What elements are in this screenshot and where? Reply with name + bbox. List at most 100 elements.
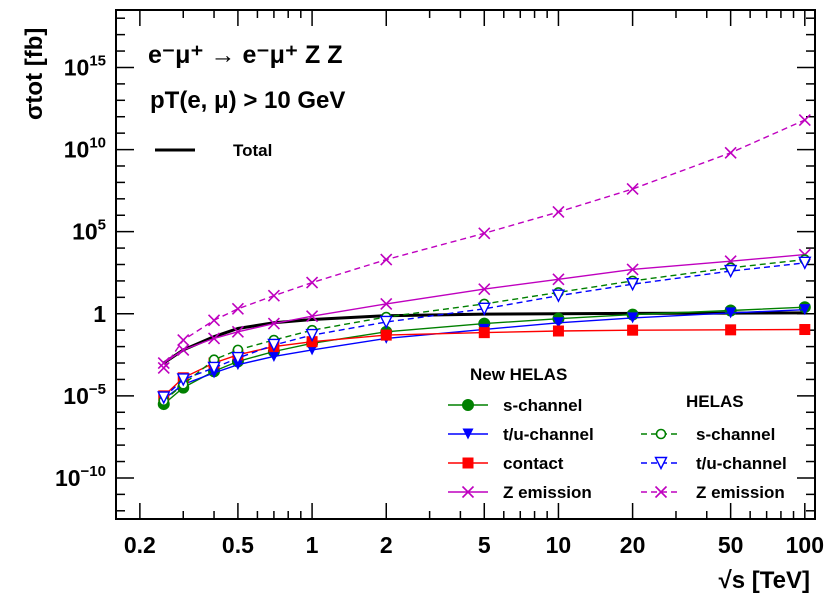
legend-label: Z emission <box>696 483 785 502</box>
legend-label: t/u-channel <box>503 425 594 444</box>
legend-item: s-channel <box>641 425 775 444</box>
x-tick-label: 0.5 <box>222 532 254 558</box>
y-tick-label: 10−5 <box>63 381 106 409</box>
legend-item: Total <box>155 141 272 160</box>
data-point <box>231 325 244 338</box>
series-line <box>163 328 805 397</box>
data-point <box>306 276 319 289</box>
y-tick-mantissa: 10 <box>64 137 90 163</box>
data-point <box>724 146 737 159</box>
data-point <box>380 329 392 341</box>
legend-label: t/u-channel <box>696 454 787 473</box>
x-tick-label: 5 <box>478 532 491 558</box>
x-tick-label: 50 <box>718 532 744 558</box>
data-point <box>725 324 737 336</box>
legend-item: s-channel <box>448 396 582 415</box>
legend-item: contact <box>448 454 564 473</box>
legend-marker <box>462 428 474 440</box>
y-tick-exponent: 5 <box>98 217 106 234</box>
legend-marker <box>462 399 474 411</box>
legend-marker <box>654 485 668 499</box>
data-point <box>552 273 565 286</box>
legend-label: s-channel <box>503 396 582 415</box>
y-tick-mantissa: 10 <box>55 465 81 491</box>
data-point <box>157 361 170 375</box>
data-point <box>552 205 565 219</box>
data-point <box>207 332 221 345</box>
data-point <box>379 315 393 330</box>
data-point <box>176 373 190 387</box>
data-point <box>207 361 221 376</box>
legend-marker <box>655 428 667 440</box>
cut-annotation: pT(e, μ) > 10 GeV <box>150 87 345 114</box>
series-new-contact <box>158 324 811 402</box>
data-point <box>306 310 319 323</box>
data-point <box>625 278 640 292</box>
x-tick-label: 10 <box>546 532 572 558</box>
legend-item: t/u-channel <box>448 425 594 444</box>
legend-marker <box>462 457 474 469</box>
data-point <box>231 351 245 366</box>
process-annotation: e⁻μ⁺ → e⁻μ⁺ Z Z <box>148 41 343 69</box>
data-point <box>626 182 639 196</box>
data-point <box>157 356 170 370</box>
legend-title-old: HELAS <box>686 392 744 411</box>
y-tick-label: 105 <box>72 217 106 245</box>
data-point <box>477 302 491 316</box>
data-point <box>552 317 564 329</box>
series-line <box>163 119 806 369</box>
legend-label: Total <box>233 141 272 160</box>
y-tick-label: 1010 <box>64 135 106 163</box>
y-tick-label: 1015 <box>64 52 106 80</box>
data-point <box>798 256 812 270</box>
series-line <box>163 262 805 399</box>
y-tick-mantissa: 10 <box>64 54 90 80</box>
y-axis-title: σtot [fb] <box>21 28 48 120</box>
series-line <box>163 253 805 364</box>
legend-label: s-channel <box>696 425 775 444</box>
data-point <box>627 312 639 324</box>
data-point <box>268 350 280 362</box>
data-point <box>267 289 280 302</box>
data-point <box>551 289 566 303</box>
data-point <box>207 314 221 327</box>
data-point <box>267 338 281 353</box>
axis-ticks <box>116 10 815 519</box>
legend-item: Z emission <box>641 483 785 502</box>
data-point <box>305 328 319 343</box>
series-line <box>163 258 805 402</box>
data-point <box>627 324 639 336</box>
y-tick-mantissa: 1 <box>93 301 106 327</box>
x-tick-label: 2 <box>380 532 393 558</box>
data-point <box>177 343 190 356</box>
y-tick-label: 1 <box>93 301 106 327</box>
y-tick-label: 10−10 <box>55 463 106 491</box>
legend-label: Z emission <box>503 483 592 502</box>
legend-label: contact <box>503 454 564 473</box>
y-tick-exponent: 10 <box>89 135 106 152</box>
series-old-t-u-channel <box>157 256 812 405</box>
data-point <box>798 113 811 127</box>
x-tick-label: 0.2 <box>124 532 156 558</box>
series-line <box>163 309 805 400</box>
data-point <box>380 253 393 266</box>
legend-title-new: New HELAS <box>470 365 567 384</box>
data-point <box>725 307 737 319</box>
legend-marker <box>654 456 668 471</box>
series-old-z-emission <box>157 113 811 375</box>
data-point <box>626 263 639 276</box>
series-layer <box>157 113 812 411</box>
data-point <box>177 333 190 347</box>
legend-marker <box>461 485 475 499</box>
data-point <box>799 304 811 316</box>
data-point <box>231 302 244 315</box>
y-tick-exponent: −5 <box>89 381 106 398</box>
x-tick-label: 1 <box>306 532 319 558</box>
data-point <box>799 324 811 336</box>
y-tick-mantissa: 10 <box>72 219 98 245</box>
data-point <box>552 325 564 337</box>
x-axis-title: √s [TeV] <box>719 567 810 594</box>
x-tick-labels: 0.2 0.5 1 2 5 10 20 50 100 <box>124 532 824 558</box>
